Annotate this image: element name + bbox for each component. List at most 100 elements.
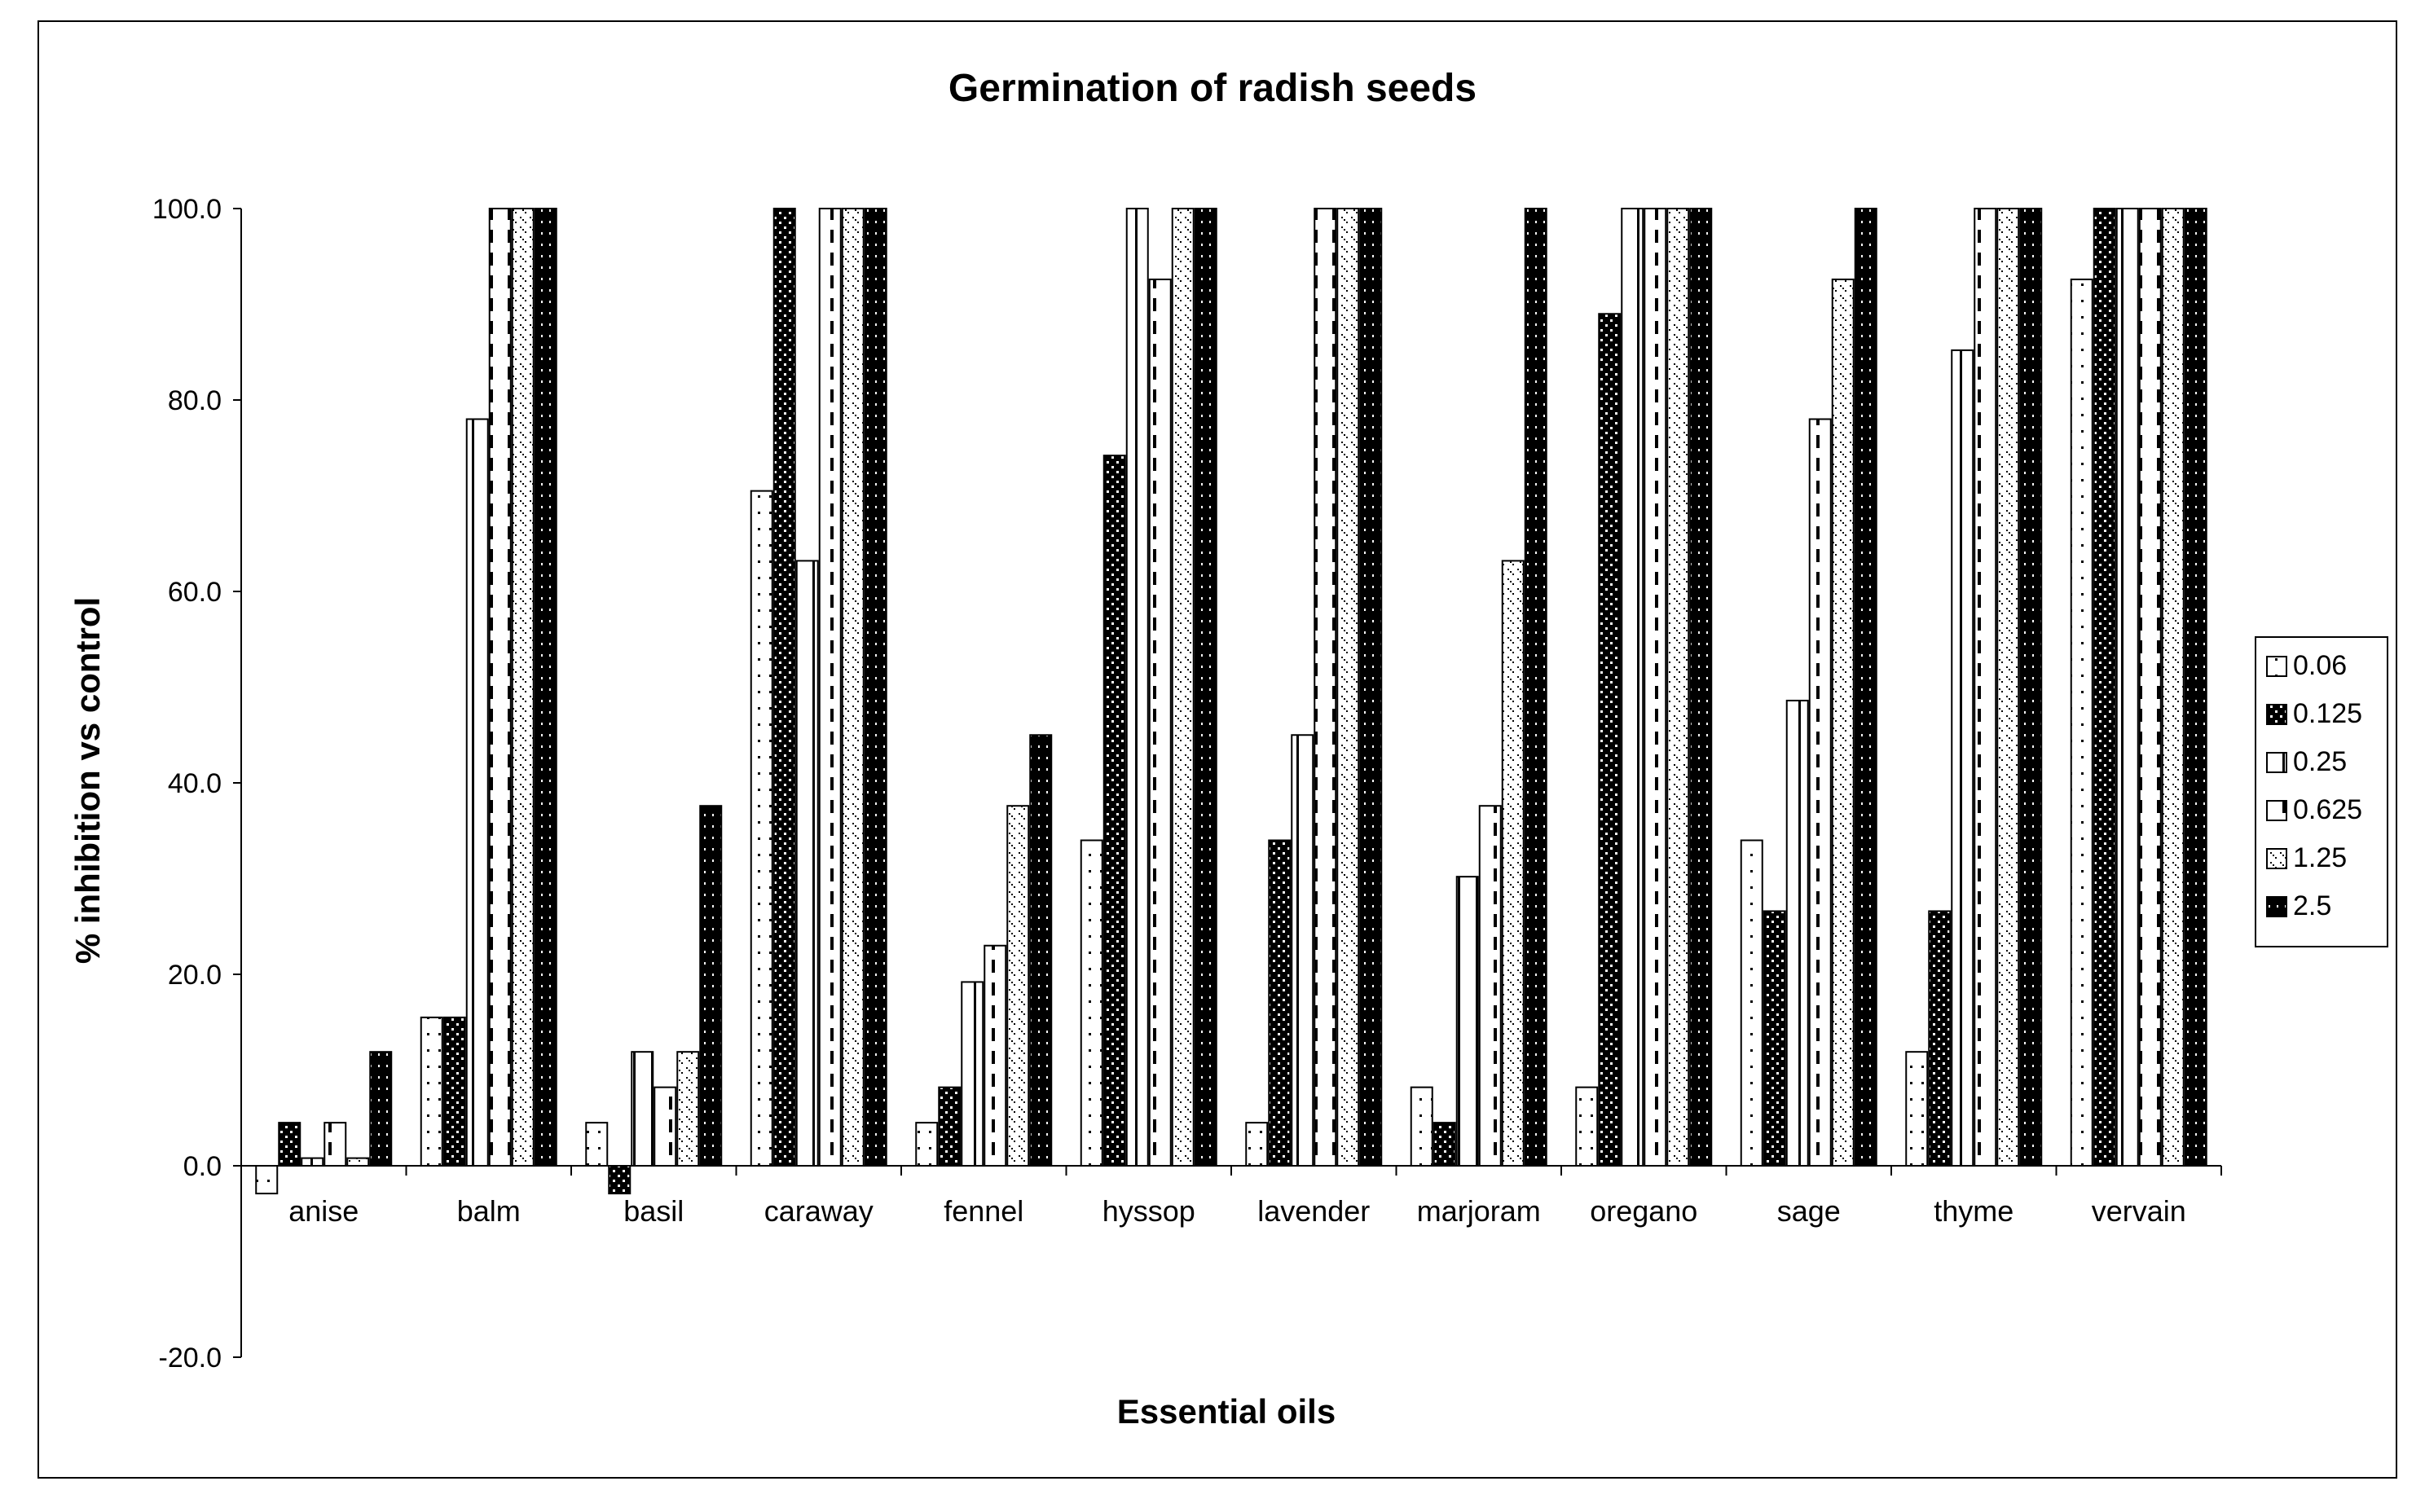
bar-marjoram-0.625 (1478, 805, 1502, 1167)
bar-marjoram-1.25 (1501, 560, 1525, 1167)
y-tick-label: 80.0 (168, 385, 222, 416)
y-tick-label: 100.0 (152, 194, 222, 225)
bar-anise-0.25 (301, 1157, 324, 1167)
legend-label-1.25: 1.25 (2293, 842, 2347, 873)
legend-box (2255, 636, 2388, 947)
bar-vervain-0.125 (2093, 208, 2116, 1167)
bar-anise-2.5 (369, 1051, 393, 1167)
legend: 0.06 0.125 0.25 0.625 1.25 2.5 (2255, 636, 2388, 947)
bar-hyssop-0.25 (1125, 208, 1149, 1167)
bar-oregano-1.25 (1666, 208, 1690, 1167)
y-tick-label: 40.0 (168, 768, 222, 799)
bar-lavender-0.06 (1245, 1122, 1269, 1167)
x-tick-label-marjoram: marjoram (1417, 1194, 1541, 1228)
bar-lavender-2.5 (1359, 208, 1383, 1167)
axes (240, 209, 2222, 1357)
x-axis-label: Essential oils (1117, 1392, 1336, 1431)
bar-anise-1.25 (346, 1157, 370, 1167)
bar-anise-0.125 (278, 1122, 301, 1167)
bar-caraway-0.625 (818, 208, 842, 1167)
x-tick-label-vervain: vervain (2092, 1194, 2186, 1228)
bar-lavender-0.625 (1314, 208, 1337, 1167)
legend-swatch-1.25 (2266, 848, 2287, 869)
legend-swatch-0.06 (2266, 656, 2287, 677)
bar-fennel-1.25 (1006, 805, 1030, 1167)
bar-basil-0.25 (631, 1051, 654, 1167)
bar-basil-0.125 (608, 1165, 632, 1195)
x-axis-categories: anise balm basil caraway fennel hyssop lavende… (288, 1194, 2186, 1228)
bar-vervain-2.5 (2184, 208, 2207, 1167)
bar-balm-0.06 (420, 1016, 443, 1167)
x-tick-label-oregano: oregano (1590, 1194, 1697, 1228)
bar-basil-0.625 (654, 1086, 677, 1167)
bar-thyme-0.25 (1951, 349, 1974, 1167)
bar-fennel-0.06 (915, 1122, 939, 1167)
x-tick-label-anise: anise (288, 1194, 359, 1228)
bar-balm-1.25 (511, 208, 535, 1167)
bar-sage-0.125 (1763, 910, 1786, 1167)
bar-basil-2.5 (699, 805, 723, 1167)
y-axis: 100.0 80.0 60.0 40.0 20.0 0.0 -20.0 (152, 194, 241, 1374)
bar-hyssop-0.125 (1102, 455, 1126, 1167)
chart-title: Germination of radish seeds (948, 67, 1477, 110)
bar-anise-0.625 (323, 1122, 347, 1167)
bar-caraway-2.5 (864, 208, 887, 1167)
bar-marjoram-0.125 (1433, 1122, 1456, 1167)
bar-lavender-1.25 (1336, 208, 1360, 1167)
bar-fennel-0.25 (961, 981, 984, 1167)
bar-basil-1.25 (676, 1051, 700, 1167)
y-axis-label: % inhibition vs control (68, 597, 107, 964)
bar-caraway-1.25 (841, 208, 865, 1167)
bar-balm-0.25 (465, 418, 489, 1167)
bar-caraway-0.125 (772, 208, 796, 1167)
bar-sage-0.06 (1740, 839, 1763, 1167)
legend-label-0.06: 0.06 (2293, 650, 2347, 681)
legend-swatch-0.625 (2266, 800, 2287, 821)
x-tick-label-hyssop: hyssop (1102, 1194, 1195, 1228)
bar-lavender-0.125 (1268, 839, 1292, 1167)
bar-fennel-0.125 (938, 1086, 962, 1167)
bar-vervain-0.06 (2070, 278, 2093, 1167)
bar-balm-0.125 (442, 1016, 466, 1167)
bar-thyme-0.06 (1905, 1051, 1929, 1167)
bar-lavender-0.25 (1291, 734, 1314, 1167)
y-tick-label: 60.0 (168, 577, 222, 608)
x-tick-label-balm: balm (457, 1194, 521, 1228)
legend-label-0.25: 0.25 (2293, 746, 2347, 777)
bar-sage-0.25 (1785, 699, 1809, 1167)
bar-vervain-1.25 (2161, 208, 2185, 1167)
legend-label-0.625: 0.625 (2293, 794, 2362, 825)
y-tick-label: 0.0 (183, 1151, 222, 1182)
bar-fennel-0.625 (984, 944, 1007, 1167)
bar-balm-2.5 (534, 208, 557, 1167)
x-tick-label-thyme: thyme (1934, 1194, 2013, 1228)
y-tick-label: -20.0 (159, 1343, 222, 1374)
bar-oregano-0.06 (1575, 1086, 1599, 1167)
bar-oregano-0.25 (1621, 208, 1644, 1167)
bar-sage-1.25 (1831, 278, 1855, 1167)
bar-hyssop-2.5 (1194, 208, 1217, 1167)
bar-oregano-0.625 (1644, 208, 1667, 1167)
legend-label-2.5: 2.5 (2293, 890, 2331, 921)
bar-vervain-0.625 (2138, 208, 2162, 1167)
bar-marjoram-0.25 (1455, 876, 1479, 1167)
bar-hyssop-0.625 (1148, 278, 1172, 1167)
bar-sage-2.5 (1854, 208, 1877, 1167)
x-tick-label-fennel: fennel (944, 1194, 1023, 1228)
bar-sage-0.625 (1808, 418, 1832, 1167)
chart-frame (37, 20, 2397, 1479)
bar-oregano-2.5 (1689, 208, 1713, 1167)
legend-swatch-2.5 (2266, 896, 2287, 917)
bar-thyme-0.625 (1974, 208, 1997, 1167)
bar-basil-0.06 (585, 1122, 609, 1167)
x-tick-label-basil: basil (623, 1194, 684, 1228)
bar-thyme-0.125 (1928, 910, 1952, 1167)
x-tick-label-lavender: lavender (1257, 1194, 1370, 1228)
bar-hyssop-1.25 (1171, 208, 1195, 1167)
legend-label-0.125: 0.125 (2293, 698, 2362, 729)
bar-hyssop-0.06 (1080, 839, 1103, 1167)
legend-swatch-0.125 (2266, 704, 2287, 725)
bar-marjoram-2.5 (1524, 208, 1547, 1167)
legend-swatch-0.25 (2266, 752, 2287, 773)
